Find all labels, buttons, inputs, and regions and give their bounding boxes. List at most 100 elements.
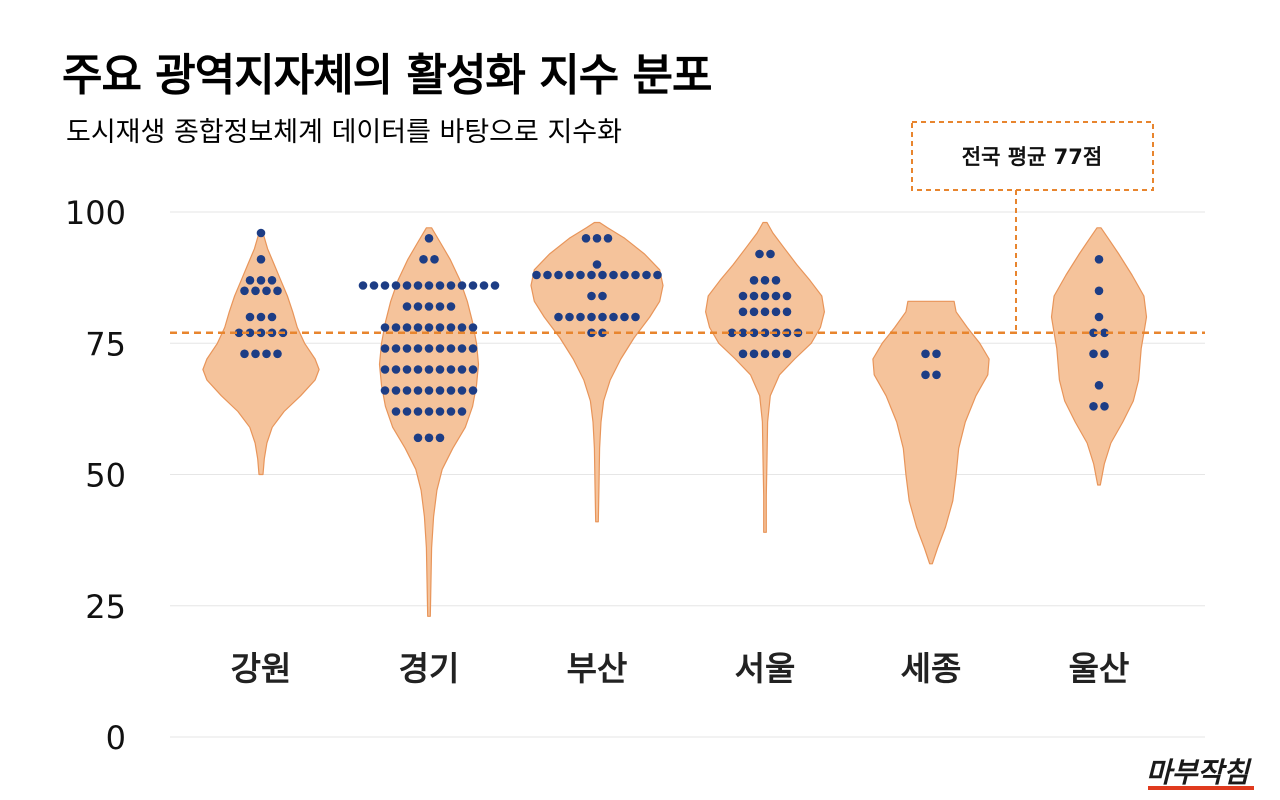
- y-tick-label: 75: [85, 325, 126, 363]
- data-point: [424, 281, 434, 290]
- data-point: [245, 328, 255, 338]
- y-tick-label: 100: [65, 194, 126, 232]
- data-point: [262, 349, 271, 359]
- data-point: [245, 312, 255, 322]
- data-point: [771, 276, 781, 285]
- average-callout-box: [911, 121, 1154, 191]
- data-point: [532, 270, 541, 280]
- x-category-label: 서울: [735, 649, 796, 688]
- data-point: [760, 276, 770, 285]
- data-point: [380, 365, 390, 374]
- data-point: [565, 312, 574, 322]
- data-point: [267, 312, 277, 322]
- data-point: [749, 291, 759, 301]
- data-point: [413, 386, 423, 395]
- data-point: [727, 328, 737, 338]
- data-point: [921, 349, 930, 359]
- data-point: [587, 312, 596, 322]
- data-point: [435, 433, 445, 443]
- chart-title: 주요 광역지자체의 활성화 지수 분포: [62, 50, 711, 101]
- data-point: [380, 386, 390, 395]
- data-point: [468, 281, 478, 290]
- data-point: [256, 276, 266, 285]
- x-category-label: 부산: [567, 649, 628, 688]
- data-point: [766, 249, 775, 259]
- data-point: [468, 365, 478, 374]
- data-point: [391, 365, 401, 374]
- data-point: [592, 234, 602, 243]
- data-point: [424, 323, 434, 332]
- data-point: [240, 349, 249, 359]
- data-point: [738, 328, 748, 338]
- data-point: [419, 254, 428, 264]
- data-point: [424, 407, 434, 416]
- data-point: [424, 344, 434, 353]
- data-point: [402, 344, 412, 353]
- x-category-label: 강원: [231, 649, 292, 688]
- violin-울산: [1050, 227, 1148, 486]
- data-point: [1100, 402, 1109, 411]
- data-point: [358, 281, 368, 290]
- data-point: [245, 276, 255, 285]
- data-point: [760, 291, 770, 301]
- data-point: [457, 365, 467, 374]
- data-point: [424, 234, 434, 243]
- data-point: [760, 349, 770, 359]
- data-point: [457, 407, 467, 416]
- data-point: [1100, 328, 1109, 338]
- data-point: [760, 307, 770, 317]
- data-point: [446, 281, 456, 290]
- data-point: [749, 328, 759, 338]
- data-point: [749, 276, 759, 285]
- average-reference: 전국 평균 77점: [170, 121, 1205, 334]
- data-point: [479, 281, 489, 290]
- data-point: [921, 370, 930, 380]
- data-point: [402, 323, 412, 332]
- data-point: [1089, 402, 1098, 411]
- data-point: [391, 323, 401, 332]
- data-point: [782, 349, 792, 359]
- data-point: [446, 365, 456, 374]
- data-point: [576, 312, 585, 322]
- data-point: [380, 323, 390, 332]
- data-point: [490, 281, 500, 290]
- y-tick-label: 0: [106, 719, 126, 757]
- data-point: [446, 344, 456, 353]
- data-point: [457, 386, 467, 395]
- x-axis: 강원 경기 부산 서울 세종 울산: [231, 649, 1130, 688]
- data-point: [435, 344, 445, 353]
- data-point: [771, 307, 781, 317]
- data-point: [587, 291, 596, 301]
- data-point: [267, 276, 277, 285]
- data-point: [435, 281, 445, 290]
- data-point: [620, 312, 629, 322]
- data-point: [391, 281, 401, 290]
- data-point: [543, 270, 552, 280]
- violin-서울: [705, 221, 825, 533]
- gridlines: [170, 211, 1205, 738]
- data-point: [273, 349, 282, 359]
- data-point: [1089, 349, 1098, 359]
- data-point: [738, 291, 748, 301]
- data-point: [413, 281, 423, 290]
- data-point: [468, 386, 478, 395]
- data-point: [1094, 286, 1104, 296]
- data-point: [554, 270, 563, 280]
- data-point: [592, 260, 602, 269]
- data-point: [755, 249, 764, 259]
- data-point: [256, 228, 266, 238]
- data-point: [402, 281, 412, 290]
- data-point: [598, 291, 607, 301]
- data-point: [587, 270, 596, 280]
- data-point: [391, 344, 401, 353]
- data-point: [402, 407, 412, 416]
- data-point: [1094, 381, 1104, 390]
- data-point: [1094, 312, 1104, 322]
- data-point: [402, 302, 412, 311]
- data-point: [932, 370, 941, 380]
- data-point: [435, 386, 445, 395]
- brand-logo-underline: [1148, 786, 1254, 790]
- data-point: [446, 323, 456, 332]
- data-point: [554, 312, 563, 322]
